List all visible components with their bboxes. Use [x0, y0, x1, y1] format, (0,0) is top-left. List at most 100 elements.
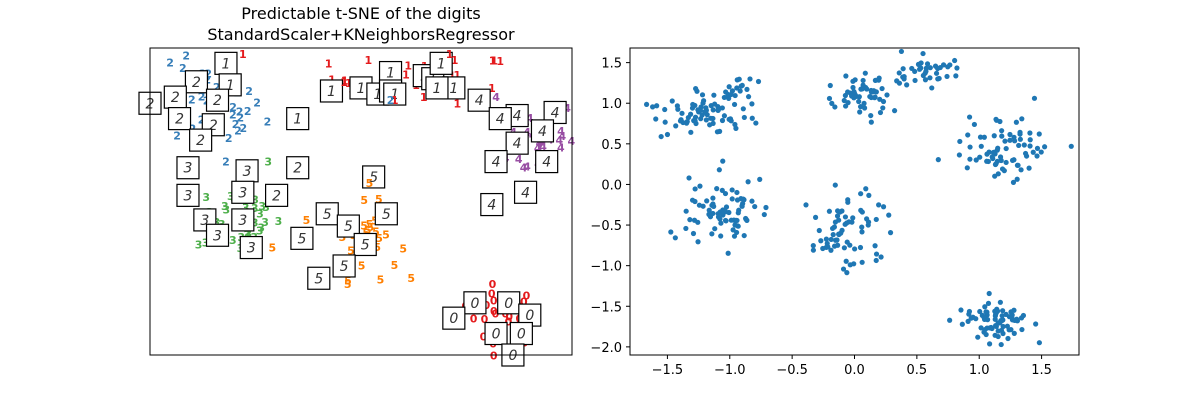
cluster-digit-label: 2 — [229, 101, 237, 114]
cluster-digit-label: 1 — [420, 91, 428, 104]
svg-text:4: 4 — [492, 155, 501, 171]
scatter-point — [830, 232, 836, 238]
scatter-point — [1016, 142, 1022, 149]
scatter-point — [857, 104, 864, 110]
digit-thumbnail: 1 — [214, 51, 238, 75]
scatter-point — [954, 65, 960, 71]
scatter-point — [986, 290, 992, 297]
scatter-point — [1000, 330, 1006, 337]
svg-text:0: 0 — [470, 296, 479, 312]
digit-thumbnail: 3 — [231, 180, 255, 204]
cluster-digit-label: 2 — [198, 91, 206, 104]
svg-text:3: 3 — [238, 213, 247, 229]
digit-thumbnail: 0 — [463, 291, 487, 315]
x-tick-label: 1.5 — [1031, 363, 1052, 378]
digit-thumbnail: 2 — [167, 107, 192, 131]
digit-thumbnail: 1 — [429, 51, 453, 75]
svg-text:3: 3 — [213, 228, 222, 244]
x-tick-label: 0.0 — [844, 363, 865, 378]
scatter-point — [849, 93, 855, 99]
cluster-digit-label: 2 — [236, 106, 244, 119]
scatter-point — [1036, 131, 1042, 137]
cluster-digit-label: 4 — [559, 130, 567, 143]
scatter-point — [823, 236, 829, 242]
svg-text:1: 1 — [432, 81, 441, 97]
digit-thumbnail: 4 — [484, 149, 508, 174]
scatter-point — [697, 183, 703, 189]
scatter-point — [1017, 136, 1023, 142]
scatter-point — [965, 318, 971, 324]
cluster-digit-label: 5 — [364, 224, 372, 237]
scatter-point — [706, 207, 712, 213]
scatter-point — [827, 82, 833, 89]
scatter-point — [859, 209, 865, 215]
left-chart-title-line-2: StandardScaler+KNeighborsRegressor — [207, 25, 515, 44]
scatter-point — [978, 143, 984, 149]
cluster-digit-label: 4 — [534, 142, 542, 155]
svg-text:2: 2 — [192, 75, 201, 91]
cluster-digit-label: 1 — [488, 82, 496, 95]
scatter-point — [872, 243, 878, 249]
digit-label: 4 — [492, 91, 500, 104]
scatter-point — [859, 224, 865, 230]
svg-text:2: 2 — [293, 161, 302, 177]
svg-text:1: 1 — [386, 66, 395, 82]
scatter-point — [864, 216, 870, 222]
scatter-point — [692, 186, 698, 192]
scatter-point — [850, 84, 856, 91]
digit-thumbnail: 3 — [235, 159, 259, 183]
cluster-digit-label: 0 — [490, 349, 498, 362]
scatter-point — [877, 96, 883, 102]
scatter-point — [1027, 130, 1033, 136]
scatter-point — [1027, 143, 1033, 149]
cluster-digit-label: 0 — [489, 278, 497, 291]
scatter-point — [828, 236, 834, 243]
scatter-point — [876, 75, 882, 81]
digit-label: 1 — [239, 48, 247, 61]
scatter-point — [734, 85, 740, 91]
cluster-digit-label: 3 — [195, 238, 203, 251]
scatter-point — [711, 92, 717, 98]
scatter-point — [992, 316, 998, 322]
cluster-digit-label: 3 — [257, 222, 265, 235]
digit-thumbnail: 5 — [307, 266, 331, 290]
scatter-point — [863, 186, 869, 192]
scatter-point — [940, 62, 947, 68]
svg-text:5: 5 — [369, 170, 378, 186]
cluster-digit-label: 2 — [173, 129, 181, 142]
cluster-digit-label: 3 — [256, 225, 264, 238]
digit-thumbnail: 0 — [484, 321, 508, 346]
scatter-point — [716, 167, 722, 173]
scatter-point — [842, 221, 848, 227]
scatter-point — [873, 216, 879, 223]
cluster-digit-label: 3 — [229, 234, 237, 247]
scatter-point — [880, 105, 886, 111]
cluster-digit-label: 5 — [360, 219, 368, 232]
svg-text:4: 4 — [521, 185, 530, 201]
scatter-point — [947, 317, 953, 323]
digit-label: 1 — [391, 94, 399, 107]
scatter-point — [1038, 149, 1044, 155]
y-tick-label: −1.0 — [590, 260, 622, 275]
scatter-point — [763, 204, 769, 211]
scatter-point — [1019, 326, 1025, 333]
scatter-point — [880, 204, 887, 210]
scatter-point — [719, 105, 725, 111]
scatter-point — [729, 196, 735, 202]
cluster-digit-label: 0 — [490, 294, 498, 307]
scatter-point — [732, 92, 738, 99]
scatter-point — [898, 48, 905, 55]
scatter-point — [1031, 95, 1038, 101]
scatter-point — [935, 157, 941, 163]
cluster-digit-label: 3 — [242, 201, 250, 214]
scatter-point — [982, 304, 988, 310]
scatter-point — [688, 129, 694, 135]
scatter-point — [967, 144, 973, 150]
scatter-point — [842, 92, 848, 99]
scatter-point — [708, 115, 714, 121]
svg-text:2: 2 — [213, 93, 222, 109]
scatter-point — [836, 231, 842, 238]
scatter-point — [662, 119, 668, 125]
scatter-point — [837, 209, 843, 215]
